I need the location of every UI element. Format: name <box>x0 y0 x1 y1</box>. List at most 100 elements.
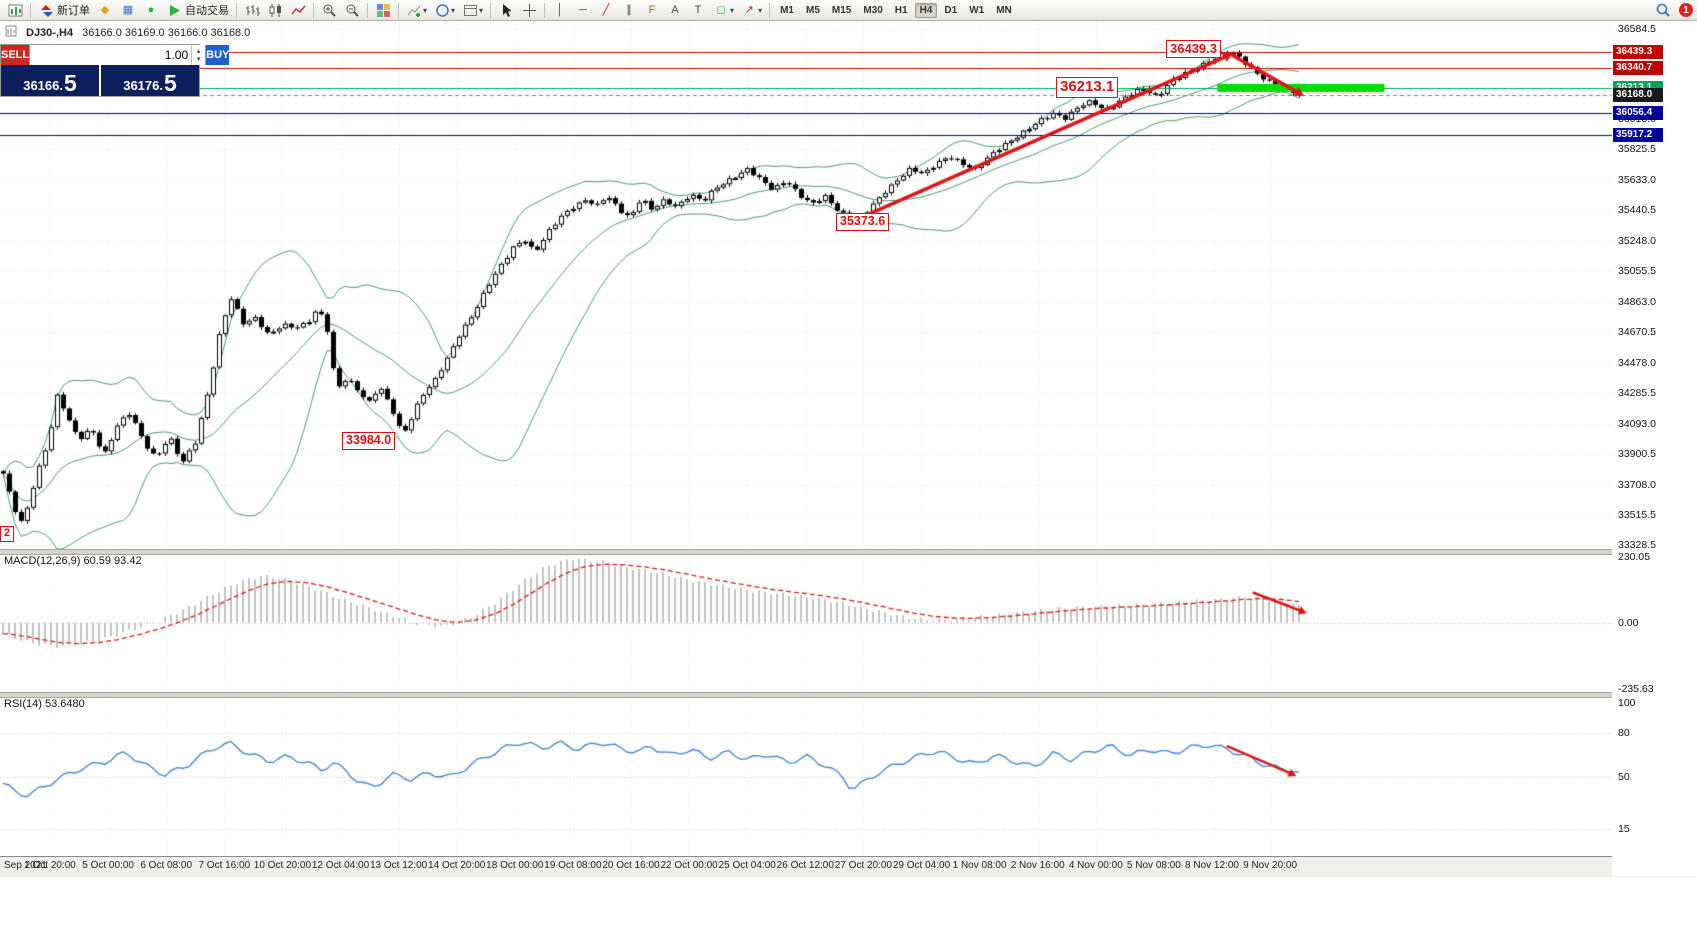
timeframe-w1[interactable]: W1 <box>969 4 985 16</box>
autotrading-button[interactable]: 自动交易 <box>163 1 232 19</box>
zoom-in-icon <box>321 3 337 18</box>
profiles-icon: ◆ <box>100 3 110 16</box>
zoom-out-icon <box>344 3 360 18</box>
panel-separator[interactable] <box>0 549 1697 555</box>
spinner-down-icon[interactable]: ▾ <box>196 56 201 63</box>
buy-price-big-digit: 5 <box>163 70 177 97</box>
templates-button[interactable]: ▾ <box>459 2 486 19</box>
trendline-tool[interactable]: ╱ <box>595 2 617 19</box>
zoom-out-button[interactable] <box>341 2 363 19</box>
price-scale-label: 230.05 <box>1618 551 1651 564</box>
volume-spinner: ▴ ▾ <box>191 45 205 65</box>
price-annotation-major-low[interactable]: 33984.0 <box>342 432 396 450</box>
notification-badge[interactable]: 1 <box>1679 3 1693 17</box>
toolbar-separator <box>490 2 492 18</box>
price-scale-label: 0.00 <box>1618 616 1639 629</box>
text-tool[interactable]: A <box>664 2 686 19</box>
navigator-button[interactable]: ● <box>140 2 162 19</box>
toolbar-separator <box>398 2 399 18</box>
toolbar-separator <box>236 2 237 18</box>
time-axis-label: 6 Oct 08:00 <box>140 860 193 871</box>
market-watch-button[interactable]: ▦ <box>117 2 139 19</box>
new-chart-icon <box>7 3 23 18</box>
time-axis-label: 26 Oct 12:00 <box>776 860 834 871</box>
time-axis-label: 2 Nov 16:00 <box>1010 860 1065 871</box>
main-chart-canvas[interactable] <box>0 21 1612 549</box>
arrows-tool[interactable]: ↗ ▾ <box>738 2 765 19</box>
new-order-button[interactable]: 新订单 <box>35 1 93 19</box>
profiles-button[interactable]: ◆ <box>94 2 116 19</box>
sell-price-display: 36166. 5 <box>1 65 99 96</box>
price-annotation-peak[interactable]: 36439.3 <box>1166 40 1221 59</box>
chevron-down-icon: ▾ <box>758 5 763 15</box>
rsi-canvas[interactable] <box>0 696 1612 856</box>
time-axis[interactable]: Sep 2021 1 Oct 20:00 5 Oct 00:00 6 Oct 08:0… <box>0 856 1697 877</box>
time-axis-label: 14 Oct 20:00 <box>428 860 486 871</box>
autotrading-play-icon <box>166 3 182 18</box>
timeframe-mn[interactable]: MN <box>996 4 1012 16</box>
time-axis-label: 7 Oct 16:00 <box>198 860 251 871</box>
channel-tool[interactable]: ∥ <box>618 2 640 19</box>
template-icon <box>462 3 478 18</box>
macd-label: MACD(12,26,9) 60.59 93.42 <box>4 555 142 567</box>
timeframe-m5[interactable]: M5 <box>805 4 820 16</box>
cycles-icon <box>434 3 450 18</box>
navigator-icon: ● <box>147 3 155 16</box>
price-scale-box: 36168.0 <box>1613 88 1663 103</box>
toolbar-separator <box>544 2 546 18</box>
indicators-button[interactable]: ▾ <box>403 2 430 19</box>
time-axis-label: 4 Nov 00:00 <box>1068 860 1123 871</box>
price-scale-label: 34478.0 <box>1618 356 1656 369</box>
price-scale-label: 33515.5 <box>1618 509 1656 522</box>
cycles-button[interactable]: ▾ <box>431 2 458 19</box>
chevron-down-icon: ▾ <box>479 5 484 15</box>
autotrading-label: 自动交易 <box>185 5 229 17</box>
line-chart-button[interactable] <box>287 2 309 19</box>
market-watch-icon: ▦ <box>122 3 134 16</box>
one-click-trading-widget: SELL ▴ ▾ BUY 36166. 5 36176. 5 <box>0 44 230 97</box>
price-scale-label: -235.63 <box>1618 683 1654 696</box>
bar-chart-icon <box>244 3 260 18</box>
time-axis-label: 13 Oct 12:00 <box>369 860 428 871</box>
fibonacci-tool[interactable]: F <box>641 2 663 19</box>
tile-windows-button[interactable] <box>372 2 394 19</box>
timeframe-m15[interactable]: M15 <box>831 4 852 16</box>
time-axis-label: 19 Oct 08:00 <box>544 860 602 871</box>
crosshair-button[interactable] <box>518 2 540 19</box>
chart-header: DJ30-,H4 36166.0 36169.0 36166.0 36168.0 <box>5 25 250 40</box>
new-chart-button[interactable] <box>4 2 26 19</box>
toolbar-separator <box>30 2 31 18</box>
line-chart-icon <box>290 3 306 18</box>
horizontal-line-tool[interactable]: ─ <box>572 2 594 19</box>
price-annotation-left-edge[interactable]: 2 <box>0 526 15 542</box>
bar-chart-button[interactable] <box>241 2 263 19</box>
price-annotation-pullback[interactable]: 36213.1 <box>1056 77 1119 98</box>
zoom-in-button[interactable] <box>318 2 340 19</box>
candlestick-chart-button[interactable] <box>264 2 286 19</box>
arrow-tool-icon: ↗ <box>744 3 754 16</box>
timeframe-m30[interactable]: M30 <box>863 4 883 16</box>
timeframe-m1[interactable]: M1 <box>780 4 794 16</box>
price-scale-label: 33328.5 <box>1618 539 1656 552</box>
macd-canvas[interactable] <box>0 553 1612 692</box>
crosshair-icon <box>521 3 537 18</box>
price-scale[interactable]: 36584.536018.035825.535633.035440.535248… <box>1612 21 1697 876</box>
sell-button[interactable]: SELL <box>1 45 30 65</box>
panel-separator[interactable] <box>0 692 1697 698</box>
price-annotation-swing-low[interactable]: 35373.6 <box>836 213 890 231</box>
volume-input[interactable] <box>30 45 192 65</box>
cursor-button[interactable] <box>495 2 517 19</box>
buy-price: 36176. <box>123 77 163 93</box>
shapes-tool[interactable]: ◻ ▾ <box>710 2 737 19</box>
search-button[interactable] <box>1652 2 1674 19</box>
spinner-up-icon[interactable]: ▴ <box>196 48 201 55</box>
buy-button[interactable]: BUY <box>206 45 230 65</box>
time-axis-label: 1 Nov 08:00 <box>952 860 1007 871</box>
timeframe-d1[interactable]: D1 <box>944 4 958 16</box>
timeframe-h4[interactable]: H4 <box>914 2 938 18</box>
label-tool[interactable]: T <box>687 2 709 19</box>
vertical-line-tool[interactable]: │ <box>549 2 571 19</box>
timeframe-h1[interactable]: H1 <box>894 4 908 16</box>
chart-ohlc-values: 36166.0 36169.0 36166.0 36168.0 <box>82 26 251 39</box>
